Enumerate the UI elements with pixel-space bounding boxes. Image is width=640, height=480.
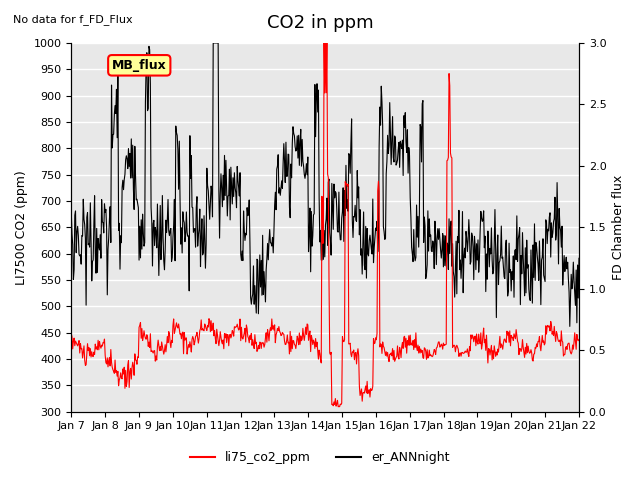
Y-axis label: LI7500 CO2 (ppm): LI7500 CO2 (ppm) [15, 170, 28, 285]
Text: CO2 in ppm: CO2 in ppm [267, 14, 373, 33]
Text: No data for f_FD_Flux: No data for f_FD_Flux [13, 14, 132, 25]
Legend: li75_co2_ppm, er_ANNnight: li75_co2_ppm, er_ANNnight [186, 446, 454, 469]
Text: MB_flux: MB_flux [112, 59, 166, 72]
Y-axis label: FD Chamber flux: FD Chamber flux [612, 175, 625, 280]
